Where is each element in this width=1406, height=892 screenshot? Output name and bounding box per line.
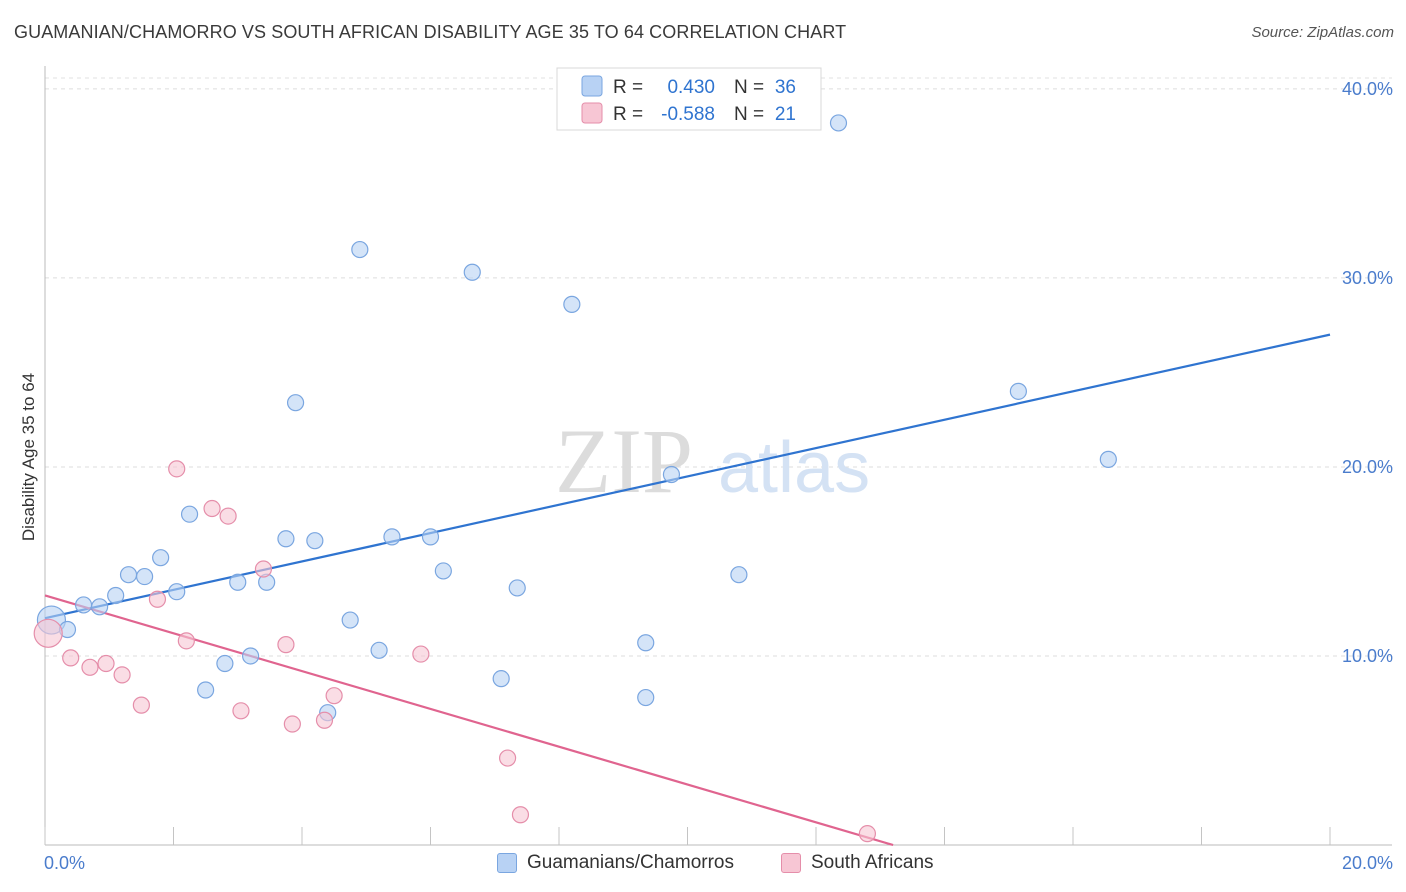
point-south-african-19	[511, 806, 530, 824]
point-guamanian-13	[242, 647, 260, 665]
correlation-legend: R = 0.430 N = 36 R = -0.588 N = 21	[556, 67, 822, 131]
y-tick-label-30: 30.0%	[1342, 268, 1393, 288]
point-south-african-2	[81, 658, 99, 676]
point-guamanian-3	[91, 598, 109, 616]
y-tick-label-40: 40.0%	[1342, 79, 1393, 99]
point-guamanian-17	[306, 532, 324, 550]
legend-n-value-blue: 36	[775, 77, 796, 98]
point-guamanian-33	[829, 114, 848, 132]
legend-r-value-pink: -0.588	[661, 104, 715, 125]
point-south-african-1	[62, 649, 80, 667]
point-guamanian-31	[662, 465, 681, 484]
point-guamanian-8	[168, 583, 186, 601]
point-south-african-13	[277, 636, 295, 654]
legend-n-label-blue: N =	[734, 77, 764, 98]
point-guamanian-26	[492, 670, 510, 688]
point-guamanian-10	[197, 681, 215, 699]
legend-n-value-pink: 21	[775, 104, 796, 125]
point-guamanian-5	[119, 566, 138, 584]
point-south-african-12	[254, 560, 273, 578]
y-tick-label-10: 10.0%	[1342, 646, 1393, 666]
series-label-south-africans: South Africans	[811, 852, 934, 873]
point-south-african-0	[33, 618, 63, 648]
legend-swatch-blue	[581, 75, 603, 97]
point-guamanian-12	[229, 573, 247, 591]
data-points	[33, 114, 1117, 843]
legend-swatch-pink	[581, 102, 603, 124]
y-tick-label-20: 20.0%	[1342, 457, 1393, 477]
watermark-atlas: atlas	[718, 428, 870, 508]
point-guamanian-20	[351, 240, 369, 259]
series-legend-item-south-africans: South Africans	[781, 852, 934, 874]
watermark-zip: ZIP	[555, 410, 693, 512]
point-south-african-10	[219, 507, 237, 525]
point-south-african-15	[315, 711, 334, 729]
series-legend: Guamanians/Chamorros South Africans	[0, 850, 1406, 880]
point-guamanian-24	[434, 562, 452, 580]
point-guamanian-4	[107, 586, 125, 605]
point-south-african-3	[97, 654, 115, 673]
point-guamanian-29	[637, 634, 655, 652]
trend-line-south-african	[44, 594, 894, 847]
series-swatch-pink	[781, 853, 801, 873]
point-south-african-14	[283, 715, 301, 733]
point-south-african-8	[177, 632, 195, 650]
point-guamanian-32	[730, 566, 748, 584]
point-guamanian-6	[135, 567, 154, 586]
x-tick-label-0: 0.0%	[44, 853, 85, 873]
point-south-african-11	[232, 702, 250, 720]
point-south-african-6	[148, 590, 167, 608]
series-swatch-blue	[497, 853, 517, 873]
point-south-african-4	[113, 666, 131, 684]
point-guamanian-11	[216, 654, 234, 673]
point-guamanian-15	[277, 530, 295, 548]
point-south-african-17	[412, 645, 430, 663]
point-south-african-18	[499, 749, 517, 767]
point-guamanian-19	[341, 611, 359, 629]
point-guamanian-25	[463, 263, 481, 281]
point-south-african-7	[168, 460, 186, 478]
legend-n-label-pink: N =	[734, 104, 764, 125]
point-guamanian-23	[421, 528, 440, 546]
point-guamanian-22	[383, 528, 401, 546]
tick-labels: 10.0% 20.0% 30.0% 40.0% 0.0% 20.0%	[44, 79, 1393, 873]
axes	[44, 66, 1392, 846]
point-guamanian-16	[286, 394, 305, 412]
point-guamanian-7	[152, 549, 170, 567]
chart-title: GUAMANIAN/CHAMORRO VS SOUTH AFRICAN DISA…	[14, 22, 847, 42]
point-guamanian-21	[370, 641, 388, 659]
series-label-guamanians: Guamanians/Chamorros	[527, 852, 734, 873]
y-axis-title: Disability Age 35 to 64	[19, 373, 38, 541]
point-south-african-5	[132, 696, 150, 714]
point-guamanian-30	[637, 688, 655, 707]
legend-r-value-blue: 0.430	[667, 77, 715, 98]
legend-r-label-blue: R =	[613, 77, 643, 98]
point-guamanian-2	[74, 596, 93, 614]
point-south-african-16	[325, 687, 343, 705]
point-guamanian-35	[1099, 450, 1117, 468]
point-guamanian-34	[1009, 382, 1027, 400]
point-south-african-20	[858, 825, 877, 843]
grid-lines	[45, 77, 1392, 657]
x-tick-label-20: 20.0%	[1342, 853, 1393, 873]
watermark: ZIP atlas	[555, 410, 870, 512]
legend-r-label-pink: R =	[613, 104, 643, 125]
source-label: Source: ZipAtlas.com	[1251, 24, 1394, 41]
point-guamanian-27	[508, 579, 526, 597]
point-guamanian-9	[180, 505, 199, 523]
point-guamanian-28	[563, 295, 581, 313]
point-south-african-9	[203, 499, 221, 518]
series-legend-item-guamanians: Guamanians/Chamorros	[497, 852, 734, 874]
